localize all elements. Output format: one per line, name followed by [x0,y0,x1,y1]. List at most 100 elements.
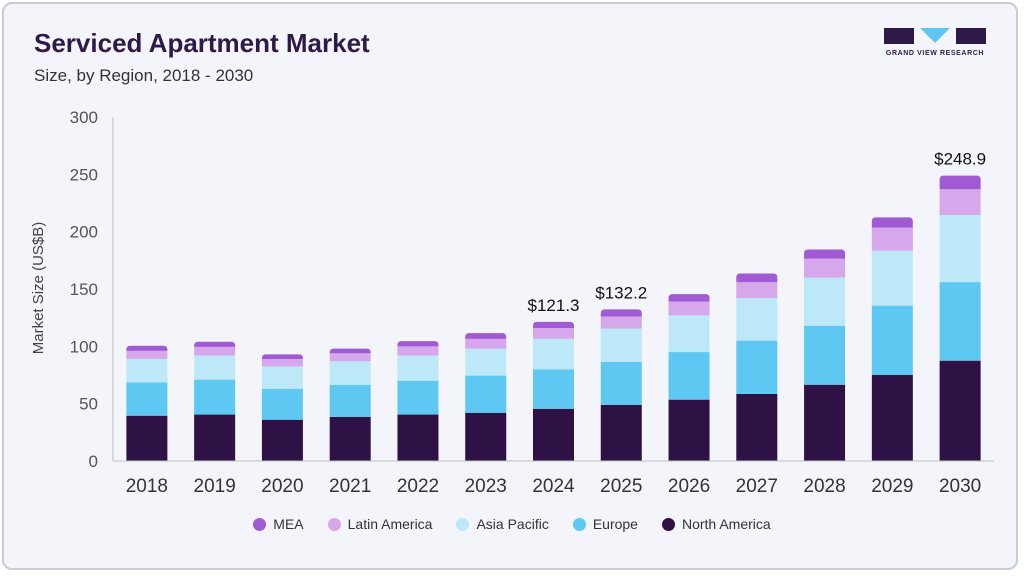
bar-segment-latin-america [329,353,371,362]
bar-segment-latin-america [126,350,168,359]
bar-segment-mea [397,341,439,347]
y-tick-label: 100 [70,337,98,356]
legend-item: Europe [572,516,638,532]
total-label: $132.2 [595,283,647,302]
bar-segment-north-america [261,419,303,461]
y-tick-label: 150 [70,280,98,299]
x-tick-label: 2030 [939,476,981,497]
legend-swatch [661,517,675,531]
bar-segment-europe [194,379,236,415]
bar-segment-latin-america [600,316,642,329]
bar-segment-latin-america [533,327,574,339]
legend-label: North America [681,516,771,532]
bar-segment-north-america [533,408,574,461]
total-label: $248.9 [934,150,986,169]
bar-segment-north-america [600,404,642,461]
bar-segment-latin-america [736,282,778,299]
x-tick-label: 2026 [668,476,710,497]
legend: MEA Latin America Asia Pacific Europe North … [0,516,1024,532]
legend-label: Asia Pacific [476,516,549,532]
bar-segment-asia-pacific [804,277,846,326]
bar-segment-europe [329,384,371,417]
bar-segment-europe [939,282,981,361]
grand-view-research-logo: GRAND VIEW RESEARCH [884,26,986,62]
bar-segment-latin-america [804,258,846,278]
bar-segment-latin-america [668,301,710,316]
bar-segment-latin-america [194,346,236,356]
bar-segment-latin-america [939,189,981,216]
y-tick-label: 200 [70,223,98,242]
bar-segment-mea [804,249,846,259]
chart-title: Serviced Apartment Market [34,28,370,58]
y-tick-label: 0 [89,452,98,471]
total-annotations: $121.3 $132.2 $248.9 [528,150,987,315]
x-tick-label: 2025 [600,476,642,497]
bar-segment-asia-pacific [329,361,371,385]
bar-segment-north-america [736,393,778,461]
bar-segment-north-america [804,384,846,461]
bar-segment-europe [465,375,507,413]
bar-segment-europe [261,388,303,420]
bar-segment-asia-pacific [736,298,778,341]
logo-text: GRAND VIEW RESEARCH [885,50,985,57]
bar-segment-mea [126,345,168,351]
bar-segment-asia-pacific [397,355,439,381]
bar-segment-latin-america [397,346,439,356]
x-tick-label: 2023 [465,476,507,497]
bar-segment-mea [261,354,303,359]
chart-card: Serviced Apartment Market Size, by Regio… [2,2,1018,570]
x-tick-label: 2020 [261,476,303,497]
legend-item: Latin America [327,516,432,532]
legend-item: MEA [253,516,304,532]
bar-segment-asia-pacific [533,338,574,370]
y-axis-label: Market Size (US$B) [30,222,47,355]
bar-segment-asia-pacific [939,215,981,283]
bar-segment-mea [736,273,778,283]
legend-swatch [253,517,267,531]
chart-subtitle: Size, by Region, 2018 - 2030 [34,66,254,85]
bar-segment-mea [533,321,574,328]
bar-segment-latin-america [871,227,913,251]
bar-segment-north-america [329,416,371,461]
bar-segment-north-america [939,360,981,461]
bar-segment-asia-pacific [194,355,236,380]
bar-segment-mea [939,175,981,190]
bar-segment-europe [668,352,710,400]
bar-segment-europe [804,325,846,385]
y-axis: 0 50 100 150 200 250 300 [70,108,114,471]
bar-segment-europe [533,369,574,409]
logo-triangle [920,28,950,43]
bar-segment-mea [194,341,236,347]
x-tick-label: 2022 [397,476,439,497]
bar-segment-europe [397,380,439,415]
y-tick-label: 250 [70,165,98,184]
legend-label: Europe [592,516,638,532]
x-tick-label: 2028 [803,476,845,497]
bar-segment-mea [600,309,642,317]
legend-item: Asia Pacific [456,516,549,532]
total-label: $121.3 [528,296,580,315]
bar-segment-asia-pacific [126,358,168,383]
bar-segment-europe [871,305,913,375]
bar-segment-north-america [465,412,507,461]
bar-segment-latin-america [261,358,303,367]
bar-segment-latin-america [465,338,507,349]
y-tick-label: 300 [70,108,98,127]
bar-segment-asia-pacific [465,348,507,376]
x-tick-label: 2029 [871,476,913,497]
bar-segment-north-america [194,414,236,461]
legend-item: North America [661,516,771,532]
legend-swatch [327,517,341,531]
bar-segment-europe [600,361,642,405]
bar-segment-europe [126,382,168,416]
logo-block-right [956,28,986,44]
bar-segment-mea [668,294,710,302]
legend-label: MEA [273,516,304,532]
bar-segment-mea [329,348,371,354]
bars [126,175,981,461]
bar-segment-europe [736,340,778,394]
x-axis: 2018 2019 2020 2021 2022 2023 2024 2025 2026 2027… [113,460,994,497]
bar-segment-mea [465,333,507,339]
legend-swatch [572,517,586,531]
legend-swatch [456,517,470,531]
